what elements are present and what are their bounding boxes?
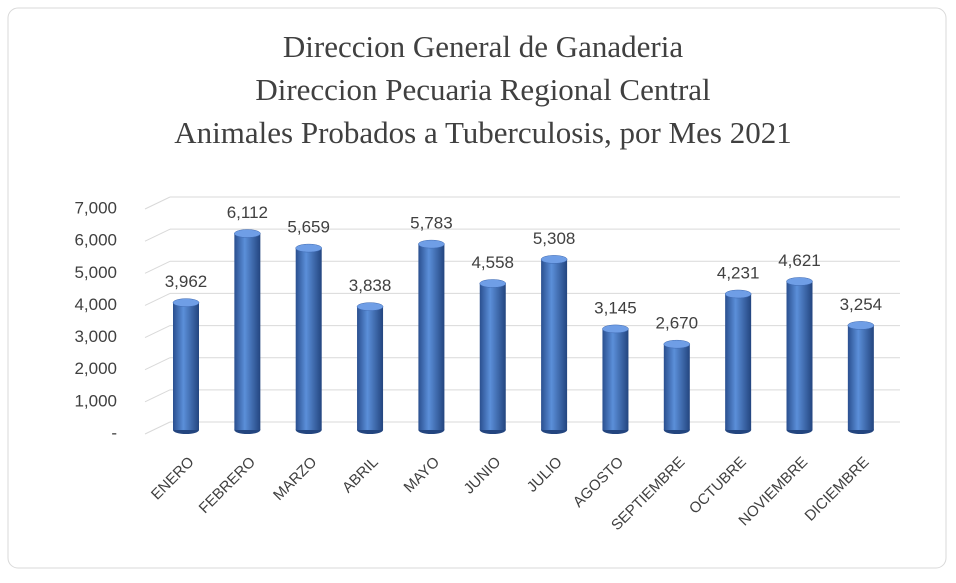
bar-top bbox=[602, 324, 629, 334]
bar-top bbox=[479, 279, 506, 288]
grid-line bbox=[144, 389, 171, 403]
grid-line bbox=[144, 228, 171, 242]
bar bbox=[357, 306, 384, 430]
data-label: 5,308 bbox=[533, 229, 576, 248]
grid-line bbox=[144, 292, 171, 306]
y-tick-label: 1,000 bbox=[74, 391, 117, 410]
y-tick-label: 2,000 bbox=[74, 359, 117, 378]
data-label: 6,112 bbox=[227, 203, 268, 222]
bar bbox=[725, 294, 752, 430]
bar bbox=[479, 283, 506, 430]
grid-line bbox=[144, 260, 171, 274]
data-label: 3,962 bbox=[165, 272, 208, 291]
bar-top bbox=[663, 339, 691, 349]
data-label: 5,659 bbox=[287, 218, 330, 237]
bar-top bbox=[724, 289, 752, 299]
bar bbox=[295, 248, 322, 430]
data-label: 4,621 bbox=[778, 251, 821, 270]
bar-top bbox=[356, 302, 384, 311]
data-label: 3,254 bbox=[840, 295, 883, 314]
grid-line bbox=[144, 357, 171, 371]
y-tick-label: 5,000 bbox=[74, 263, 117, 282]
bar-top bbox=[540, 255, 568, 264]
y-tick-label: 7,000 bbox=[74, 198, 117, 217]
data-label: 3,145 bbox=[594, 298, 637, 317]
data-label: 5,783 bbox=[410, 214, 453, 233]
bar bbox=[847, 325, 874, 430]
chart-title: Direccion General de Ganaderia bbox=[283, 29, 683, 64]
y-tick-label: - bbox=[111, 423, 117, 442]
bar-top bbox=[418, 239, 445, 249]
data-label: 3,838 bbox=[349, 276, 392, 295]
bar bbox=[541, 259, 568, 430]
y-tick-label: 4,000 bbox=[74, 295, 117, 314]
bar-top bbox=[786, 277, 813, 286]
grid-line bbox=[144, 325, 171, 339]
chart-title: Animales Probados a Tuberculosis, por Me… bbox=[174, 115, 791, 150]
grid-line bbox=[144, 196, 171, 210]
data-label: 2,670 bbox=[656, 314, 699, 333]
grid-line bbox=[144, 421, 171, 435]
data-label: 4,558 bbox=[471, 253, 514, 272]
chart-title: Direccion Pecuaria Regional Central bbox=[255, 72, 710, 107]
bar-top bbox=[234, 229, 261, 238]
bar bbox=[418, 244, 445, 430]
data-label: 4,231 bbox=[717, 263, 760, 282]
bar bbox=[234, 233, 261, 430]
bar-top bbox=[295, 243, 322, 253]
bar-top bbox=[847, 321, 875, 330]
bar bbox=[786, 281, 813, 430]
bar-top bbox=[172, 298, 200, 307]
bar bbox=[173, 302, 199, 430]
bar bbox=[663, 344, 690, 430]
y-tick-label: 6,000 bbox=[74, 231, 117, 250]
y-tick-label: 3,000 bbox=[74, 327, 117, 346]
bar bbox=[602, 328, 629, 430]
